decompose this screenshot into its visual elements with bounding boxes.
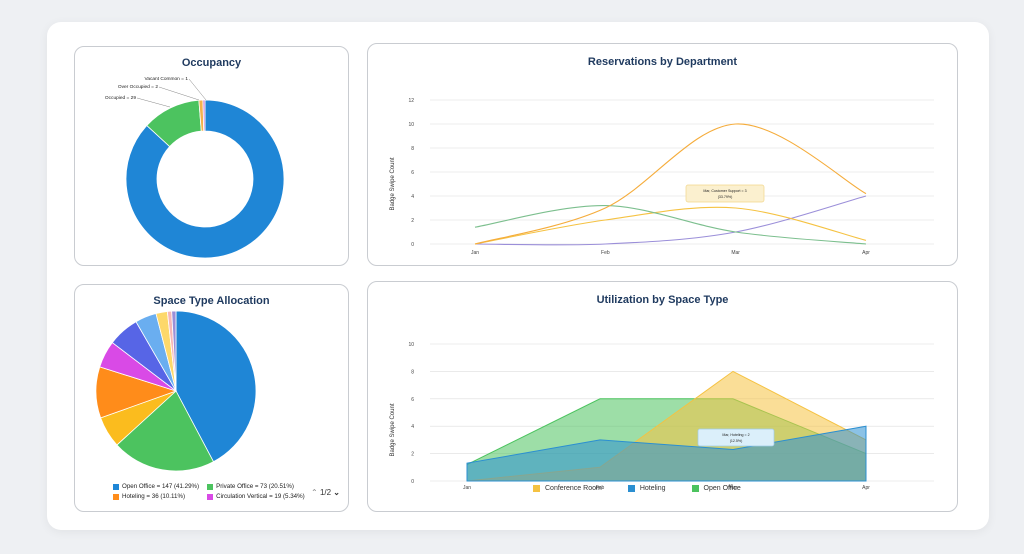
space-type-pie-chart[interactable] bbox=[75, 285, 349, 485]
legend-label: Hoteling = 36 (10.11%) bbox=[122, 493, 186, 500]
legend-swatch bbox=[627, 485, 635, 492]
space-type-title: Space Type Allocation bbox=[153, 295, 270, 307]
legend-label: Open Office bbox=[703, 485, 741, 492]
pager-label: 1/2 bbox=[319, 488, 332, 497]
legend-swatch bbox=[533, 485, 540, 492]
y-tick-label: 10 bbox=[408, 342, 414, 348]
line-series-solution-consulting[interactable] bbox=[474, 123, 867, 245]
pie-slice-private-office-1[interactable] bbox=[116, 390, 215, 472]
pie-slice-vacant-0[interactable] bbox=[125, 99, 285, 259]
space-type-card: Space Type Allocation Open Office = 147 … bbox=[74, 284, 349, 512]
occupancy-leader-line bbox=[188, 78, 207, 101]
x-tick-label: Apr bbox=[862, 250, 870, 256]
occupancy-label-vacant-common: Vacant Common = 1 bbox=[144, 76, 188, 82]
reservations-title: Reservations by Department bbox=[587, 56, 738, 68]
y-tick-label: 10 bbox=[408, 122, 414, 128]
reservations-tooltip-line1: Mar, Customer Support = 3 bbox=[703, 189, 746, 193]
legend-label: Private Office = 73 (20.51%) bbox=[216, 483, 294, 490]
utilization-card: Utilization by Space Type 0 2 4 6 8 10 Jan Feb M… bbox=[367, 281, 958, 512]
utilization-ylabel: Badge Swipe Count bbox=[390, 403, 396, 456]
reservations-tooltip: Mar, Customer Support = 3 (33.79%) bbox=[685, 184, 765, 203]
reservations-card: Reservations by Department 0 2 4 6 8 10 12 Jan F… bbox=[367, 43, 958, 266]
legend-item-hoteling[interactable]: Hoteling = 36 (10.11%) bbox=[113, 493, 199, 500]
legend-item-open-office[interactable]: Open Office = 147 (41.29%) bbox=[113, 483, 199, 490]
occupancy-card: Occupancy Vacant Common = 1 Over Occupie… bbox=[74, 46, 349, 266]
y-tick-label: 2 bbox=[411, 452, 414, 458]
legend-label: Hoteling bbox=[639, 485, 666, 492]
y-tick-label: 4 bbox=[411, 194, 414, 200]
chevron-up-icon[interactable]: ⌃ bbox=[311, 488, 318, 497]
legend-item-hoteling[interactable]: Hoteling bbox=[627, 485, 666, 492]
legend-swatch bbox=[691, 485, 699, 492]
legend-label: Open Office = 147 (41.29%) bbox=[122, 483, 200, 490]
legend-label: Circulation Vertical = 19 (5.34%) bbox=[216, 493, 305, 500]
occupancy-label-occupied: Occupied = 29 bbox=[105, 95, 136, 101]
x-tick-label: Jan bbox=[471, 250, 479, 256]
utilization-legend: Conference Room Hoteling Open Office bbox=[533, 485, 767, 492]
pie-slice-vacant-common-3[interactable] bbox=[202, 99, 206, 132]
space-type-legend: Open Office = 147 (41.29%) Private Offic… bbox=[113, 483, 305, 500]
y-tick-label: 4 bbox=[411, 424, 414, 430]
reservations-ylabel: Badge Swipe Count bbox=[390, 157, 396, 210]
utilization-tooltip: Mar, Hoteling = 2 (12.5%) bbox=[697, 428, 775, 447]
utilization-tooltip-line1: Mar, Hoteling = 2 bbox=[722, 433, 749, 437]
occupancy-label-over-occupied: Over Occupied = 2 bbox=[118, 84, 158, 90]
utilization-title: Utilization by Space Type bbox=[596, 294, 729, 306]
line-series-sales[interactable] bbox=[474, 205, 867, 245]
occupancy-donut-chart[interactable]: Vacant Common = 1 Over Occupied = 2 Occu… bbox=[75, 47, 349, 266]
reservations-tooltip-line2: (33.79%) bbox=[718, 195, 733, 199]
y-tick-label: 6 bbox=[411, 170, 414, 176]
y-tick-label: 2 bbox=[411, 218, 414, 224]
utilization-tooltip-line2: (12.5%) bbox=[730, 439, 743, 443]
y-tick-label: 8 bbox=[411, 146, 414, 152]
legend-pager: ⌃ 1/2 ⌄ bbox=[311, 488, 340, 497]
legend-item-open-office[interactable]: Open Office bbox=[691, 485, 741, 492]
x-tick-label: Jan bbox=[463, 485, 471, 491]
x-tick-label: Mar bbox=[729, 485, 738, 491]
legend-item-circulation-vertical[interactable]: Circulation Vertical = 19 (5.34%) bbox=[207, 493, 305, 500]
y-tick-label: 8 bbox=[411, 369, 414, 375]
chevron-down-icon[interactable]: ⌄ bbox=[333, 488, 340, 497]
pie-slice-other-9[interactable] bbox=[171, 310, 177, 392]
occupancy-title: Occupancy bbox=[181, 57, 242, 69]
x-tick-label: Feb bbox=[596, 485, 605, 491]
line-series-accounting[interactable] bbox=[474, 195, 867, 246]
area-series-hoteling[interactable] bbox=[466, 425, 867, 482]
occupancy-leader-line bbox=[136, 97, 171, 108]
x-tick-label: Feb bbox=[601, 250, 610, 256]
y-tick-label: 0 bbox=[411, 242, 414, 248]
line-series-customer-support[interactable] bbox=[474, 206, 867, 245]
legend-item-conference-room[interactable]: Conference Room bbox=[533, 485, 602, 492]
x-tick-label: Apr bbox=[862, 485, 870, 491]
x-tick-label: Mar bbox=[731, 250, 740, 256]
legend-label: Conference Room bbox=[545, 485, 602, 492]
occupancy-leader-line bbox=[158, 86, 200, 101]
y-tick-label: 12 bbox=[408, 98, 414, 104]
pie-slice-open-office-0[interactable] bbox=[175, 310, 257, 463]
y-tick-label: 6 bbox=[411, 397, 414, 403]
utilization-area-chart[interactable]: 0 2 4 6 8 10 Jan Feb Mar Apr Badge Swipe Count Ma… bbox=[368, 282, 958, 512]
dashboard-frame: Occupancy Vacant Common = 1 Over Occupie… bbox=[47, 22, 989, 530]
y-tick-label: 0 bbox=[411, 479, 414, 485]
legend-item-private-office[interactable]: Private Office = 73 (20.51%) bbox=[207, 483, 305, 490]
